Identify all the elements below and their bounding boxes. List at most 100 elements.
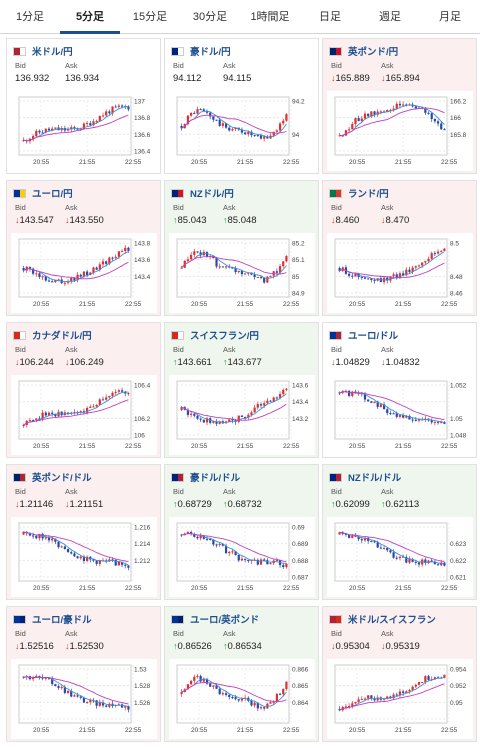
candle-body — [440, 562, 443, 566]
candlestick-chart[interactable]: 1.53 1.528 1.526 20:55 21:55 22:55 — [11, 659, 157, 739]
candle-body — [240, 698, 244, 701]
tab-5[interactable]: 日足 — [319, 11, 341, 23]
rate-card[interactable]: カナダドル/円 Bid Ask ↓106.244 ↓106.249 106.4 1… — [6, 322, 161, 458]
currency-pair-link[interactable]: 豪ドル/円 — [190, 47, 231, 58]
currency-pair-link[interactable]: 米ドル/スイスフラン — [348, 615, 436, 626]
plot-frame — [18, 380, 132, 440]
bid-label: Bid — [15, 61, 26, 70]
candle-body — [370, 111, 373, 117]
candlestick-chart[interactable]: 143.6 143.4 143.2 20:55 21:55 22:55 — [169, 375, 315, 455]
candlestick-chart[interactable]: 0.69 0.689 0.688 0.687 20:55 21:55 22:55 — [169, 517, 315, 597]
candle-body — [247, 272, 250, 274]
tab-6[interactable]: 週足 — [379, 11, 401, 23]
candle-body — [250, 412, 253, 415]
currency-pair-link[interactable]: 米ドル/円 — [32, 47, 73, 58]
tab-7[interactable]: 月足 — [439, 11, 461, 23]
tab-2[interactable]: 15分足 — [132, 11, 168, 23]
rate-card[interactable]: ユーロ/英ポンド Bid Ask ↑0.86526 ↑0.86534 0.866… — [164, 606, 319, 742]
candle-body — [212, 116, 215, 120]
currency-pair-link[interactable]: NZドル/ドル — [348, 473, 402, 484]
candlestick-chart[interactable]: 137 136.8 136.6 136.4 20:55 21:55 22:55 — [11, 91, 157, 171]
candlestick-chart[interactable]: 143.8 143.6 143.4 20:55 21:55 22:55 — [11, 233, 157, 313]
currency-pair-link[interactable]: ユーロ/円 — [32, 189, 73, 200]
currency-pair-link[interactable]: ランド/円 — [348, 189, 389, 200]
candle-body — [92, 559, 95, 561]
candlestick-chart[interactable]: 0.866 0.865 0.864 20:55 21:55 22:55 — [169, 659, 315, 739]
candle-body — [402, 104, 405, 106]
candle-body — [105, 111, 108, 116]
candle-body — [193, 112, 196, 114]
candle-body — [228, 127, 231, 131]
rate-card[interactable]: NZドル/円 Bid Ask ↑85.043 ↑85.048 85.2 85.1 8… — [164, 180, 319, 316]
currency-pair-link[interactable]: ユーロ/英ポンド — [190, 615, 260, 626]
candle-body — [38, 273, 41, 278]
candlestick-chart[interactable]: 1.216 1.214 1.212 20:55 21:55 22:55 — [11, 517, 157, 597]
tab-4[interactable]: 1時間足 — [250, 11, 290, 23]
currency-pair-link[interactable]: 豪ドル/ドル — [190, 473, 241, 484]
card-header: NZドル/円 — [171, 186, 234, 200]
rate-card[interactable]: ユーロ/円 Bid Ask ↓143.547 ↓143.550 143.8 143… — [6, 180, 161, 316]
rate-card[interactable]: 豪ドル/円 Bid Ask 94.112 94.115 94.2 94 20:55 2… — [164, 38, 319, 174]
rate-card[interactable]: スイスフラン/円 Bid Ask ↑143.661 ↑143.677 143.6… — [164, 322, 319, 458]
ma-long-line — [339, 683, 445, 711]
y-tick-label: 8.5 — [450, 241, 459, 248]
currency-pair-link[interactable]: カナダドル/円 — [32, 331, 92, 342]
candlestick-chart[interactable]: 85.2 85.1 85 84.9 20:55 21:55 22:55 — [169, 233, 315, 313]
rate-card[interactable]: 英ポンド/円 Bid Ask ↓165.889 ↓165.894 166.2 16… — [322, 38, 477, 174]
ma-short-line — [23, 391, 129, 426]
currency-pair-link[interactable]: 英ポンド/円 — [348, 47, 399, 58]
ask-value: 94.115 — [223, 73, 252, 84]
y-tick-label: 94.2 — [292, 99, 305, 106]
candle-body — [70, 552, 73, 554]
chart-svg: 143.8 143.6 143.4 20:55 21:55 22:55 — [18, 238, 151, 308]
chart-svg: 8.5 8.48 8.46 20:55 21:55 22:55 — [334, 238, 463, 308]
ask-label: Ask — [223, 487, 236, 496]
rate-card[interactable]: 豪ドル/ドル Bid Ask ↑0.68729 ↑0.68732 0.69 0.6… — [164, 464, 319, 600]
candle-body — [22, 140, 25, 142]
candlestick-chart[interactable]: 106.4 106.2 106 20:55 21:55 22:55 — [11, 375, 157, 455]
ask-value: ↓0.95319 — [381, 641, 420, 652]
rate-card[interactable]: 英ポンド/ドル Bid Ask ↓1.21146 ↓1.21151 1.216 1… — [6, 464, 161, 600]
x-tick-label: 20:55 — [33, 301, 50, 308]
tab-3[interactable]: 30分足 — [192, 11, 228, 23]
ask-label: Ask — [223, 629, 236, 638]
candle-body — [240, 558, 244, 561]
candle-body — [269, 400, 272, 402]
candle-body — [373, 279, 376, 281]
candlestick-chart[interactable]: 166.2 166 165.8 20:55 21:55 22:55 — [327, 91, 473, 171]
candlestick-chart[interactable]: 0.623 0.622 0.621 20:55 21:55 22:55 — [327, 517, 473, 597]
candlestick-chart[interactable]: 94.2 94 20:55 21:55 22:55 — [169, 91, 315, 171]
currency-pair-link[interactable]: NZドル/円 — [190, 189, 234, 200]
rate-card[interactable]: ユーロ/ドル Bid Ask ↓1.04829 ↓1.04832 1.052 1.… — [322, 322, 477, 458]
candlestick-chart[interactable]: 1.052 1.05 1.048 20:55 21:55 22:55 — [327, 375, 473, 455]
rate-card[interactable]: 米ドル/円 Bid Ask 136.932 136.934 137 136.8 13… — [6, 38, 161, 174]
candlestick-chart[interactable]: 0.954 0.952 0.95 20:55 21:55 22:55 — [327, 659, 473, 739]
currency-pair-link[interactable]: ユーロ/ドル — [348, 331, 399, 342]
candle-body — [105, 261, 108, 264]
y-tick-label: 136.6 — [134, 132, 151, 139]
candle-body — [86, 123, 89, 125]
candle-body — [398, 103, 402, 106]
rate-card[interactable]: 米ドル/スイスフラン Bid Ask ↓0.95304 ↓0.95319 0.9… — [322, 606, 477, 742]
rate-card[interactable]: NZドル/ドル Bid Ask ↑0.62099 ↑0.62113 0.623 0… — [322, 464, 477, 600]
candlestick-chart[interactable]: 8.5 8.48 8.46 20:55 21:55 22:55 — [327, 233, 473, 313]
candle-body — [285, 388, 288, 390]
card-header: 豪ドル/ドル — [171, 470, 240, 484]
candle-body — [38, 676, 41, 678]
tab-0[interactable]: 1分足 — [15, 11, 45, 23]
candle-body — [114, 391, 117, 393]
candle-body — [253, 702, 256, 706]
candle-body — [28, 533, 32, 536]
candle-body — [86, 556, 89, 561]
bid-label: Bid — [331, 629, 342, 638]
tab-1[interactable]: 5分足 — [60, 0, 120, 34]
rate-card[interactable]: ユーロ/豪ドル Bid Ask ↓1.52516 ↓1.52530 1.53 1.… — [6, 606, 161, 742]
x-tick-label: 20:55 — [349, 301, 366, 308]
currency-pair-link[interactable]: ユーロ/豪ドル — [32, 615, 92, 626]
rate-card[interactable]: ランド/円 Bid Ask ↓8.460 ↓8.470 8.5 8.48 8.46 2… — [322, 180, 477, 316]
candle-body — [256, 135, 259, 137]
candle-body — [402, 415, 405, 418]
currency-pair-link[interactable]: 英ポンド/ドル — [32, 473, 92, 484]
currency-pair-link[interactable]: スイスフラン/円 — [190, 331, 259, 342]
candle-body — [54, 684, 57, 687]
